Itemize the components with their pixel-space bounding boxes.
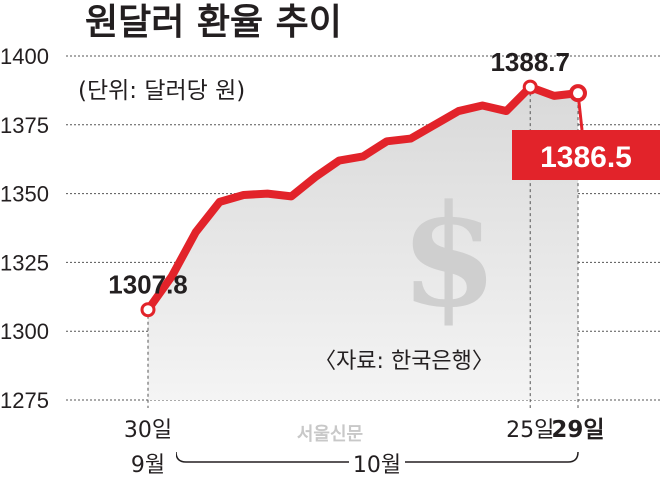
y-tick-label: 1400 xyxy=(0,44,49,69)
area-layer xyxy=(148,87,578,401)
y-tick-label: 1325 xyxy=(0,250,49,275)
data-point xyxy=(522,79,538,95)
month-label: 9월 xyxy=(131,453,165,478)
month-label-bg xyxy=(349,452,405,478)
watermark: 서울신문 xyxy=(297,424,363,445)
data-point xyxy=(569,84,587,103)
series-line xyxy=(144,83,582,314)
month-labels: 9월 10월 xyxy=(120,452,405,478)
chart-subtitle: (단위: 달러당 원) xyxy=(78,78,245,104)
area-fill xyxy=(148,87,578,401)
y-tick-label: 1300 xyxy=(0,319,49,344)
month-label-bg xyxy=(120,452,176,478)
y-tick-label: 1350 xyxy=(0,182,49,207)
annotation-box xyxy=(512,130,660,180)
y-axis: 1275 1300 1325 1350 1375 1400 xyxy=(0,44,49,413)
annotation-label: 1388.7 xyxy=(490,47,570,77)
data-point xyxy=(140,302,156,318)
annotation-label: 1307.8 xyxy=(108,270,188,300)
month-label: 10월 xyxy=(353,453,401,478)
annotations: 1307.8 1388.7 1386.5 xyxy=(108,47,660,318)
x-tick-label: 29일 xyxy=(551,417,604,443)
x-tick-label: 30일 xyxy=(124,418,172,443)
y-tick-label: 1375 xyxy=(0,113,49,138)
x-tick-label: 25일 xyxy=(506,418,554,443)
guide-lines xyxy=(147,87,579,408)
chart-title: 원달러 환율 추이 xyxy=(85,2,342,43)
dollar-sign-icon: $ xyxy=(400,175,497,339)
series-layer xyxy=(144,83,582,314)
source-note: 〈자료: 한국은행〉 xyxy=(314,349,494,374)
y-tick-label: 1275 xyxy=(0,388,49,413)
annotation-label: 1386.5 xyxy=(540,141,632,174)
